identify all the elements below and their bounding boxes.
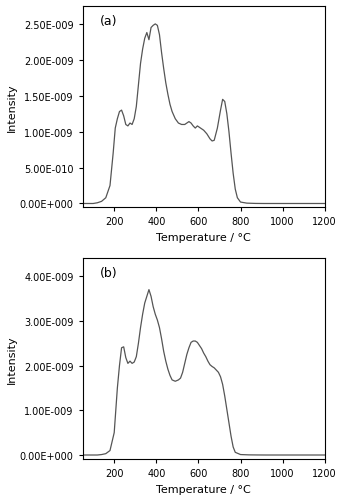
X-axis label: Temperature / °C: Temperature / °C [156,484,251,494]
Text: (a): (a) [99,15,117,28]
Text: (b): (b) [99,267,117,280]
Y-axis label: Intensity: Intensity [7,335,17,383]
X-axis label: Temperature / °C: Temperature / °C [156,232,251,242]
Y-axis label: Intensity: Intensity [7,83,17,132]
